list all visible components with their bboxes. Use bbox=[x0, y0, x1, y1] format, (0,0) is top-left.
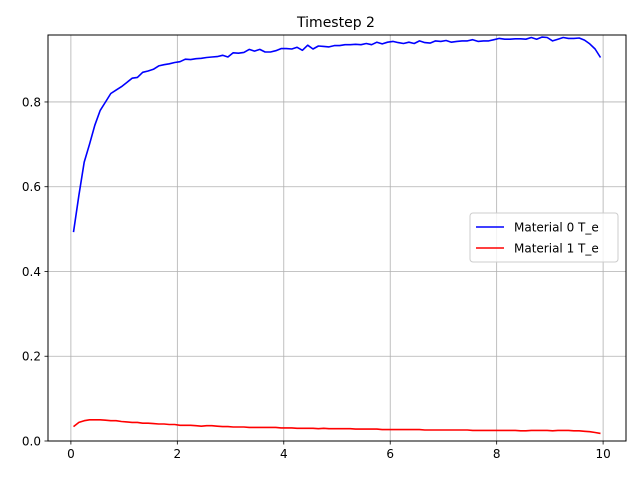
chart-title: Timestep 2 bbox=[296, 15, 375, 31]
series-line-material-1 bbox=[73, 418, 601, 435]
y-tick-label: 0.8 bbox=[22, 95, 41, 109]
y-tick-label: 0.0 bbox=[22, 435, 41, 449]
y-tick-label: 0.4 bbox=[22, 265, 41, 279]
x-tick-label: 0 bbox=[67, 447, 75, 461]
x-tick-label: 10 bbox=[595, 447, 610, 461]
x-tick-label: 8 bbox=[493, 447, 501, 461]
y-tick-label: 0.2 bbox=[22, 350, 41, 364]
legend-frame bbox=[469, 212, 619, 263]
series-layer bbox=[72, 36, 602, 435]
legend-label-material-0: Material 0 T_e bbox=[514, 221, 599, 235]
legend-label-material-1: Material 1 T_e bbox=[514, 242, 599, 256]
x-tick-label: 6 bbox=[386, 447, 394, 461]
grid bbox=[48, 35, 626, 442]
series-line-material-0 bbox=[72, 36, 602, 233]
plot-frame bbox=[47, 34, 627, 442]
axis-ticks: 0 2 4 6 8 10 0.0 0.2 0.4 0.6 0.8 bbox=[22, 95, 611, 461]
x-tick-label: 2 bbox=[174, 447, 182, 461]
x-tick-label: 4 bbox=[280, 447, 288, 461]
y-tick-label: 0.6 bbox=[22, 180, 41, 194]
legend: Material 0 T_e Material 1 T_e bbox=[469, 212, 619, 263]
